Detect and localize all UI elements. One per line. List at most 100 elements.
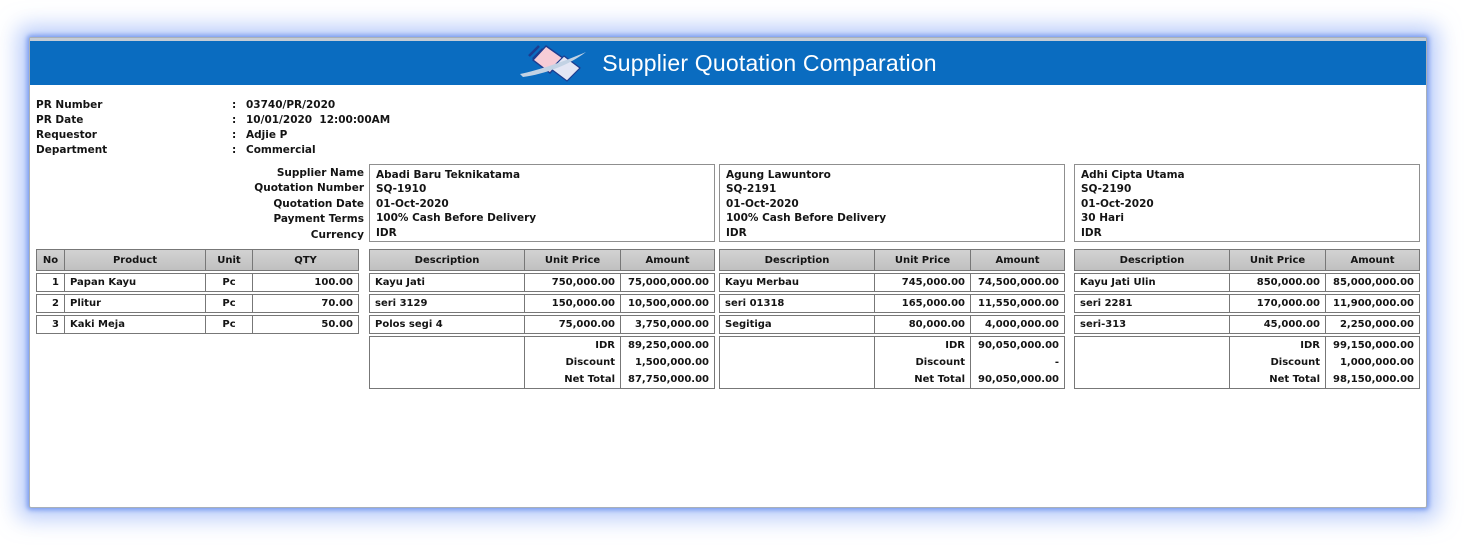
amount: 75,000,000.00: [628, 277, 709, 288]
quotation-date: 01-Oct-2020: [726, 197, 799, 210]
amount: 2,250,000.00: [1339, 319, 1414, 330]
amount: 85,000,000.00: [1333, 277, 1414, 288]
quote-row: Polos segi 4 75,000.00 3,750,000.00: [369, 315, 715, 334]
currency: IDR: [376, 226, 397, 239]
totals-values: 99,150,000.00 1,000,000.00 98,150,000.00: [1326, 337, 1419, 388]
quotation-number: SQ-1910: [376, 183, 427, 196]
amount: 3,750,000.00: [634, 319, 709, 330]
discount-value: 1,500,000.00: [634, 357, 709, 368]
separator: :: [232, 114, 237, 126]
pr-number-row: PR Number : 03740/PR/2020: [36, 98, 390, 113]
unit-price-header: Unit Price: [875, 250, 971, 270]
supplier-name: Abadi Baru Teknikatama: [376, 169, 521, 181]
product-name: Papan Kayu: [65, 274, 206, 291]
unit-price: 150,000.00: [525, 295, 621, 312]
unit-price: 750,000.00: [525, 274, 621, 291]
totals-values: 89,250,000.00 1,500,000.00 87,750,000.00: [621, 337, 714, 388]
unit-price-header: Unit Price: [1230, 250, 1326, 270]
amount: 4,000,000.00: [984, 319, 1059, 330]
payment-terms: 30 Hari: [1081, 212, 1124, 225]
description-header: Description: [1075, 250, 1230, 270]
net-total-label: Net Total: [1269, 374, 1320, 385]
description: Polos segi 4: [370, 316, 525, 333]
quote-table-1: Description Unit Price Amount Kayu Jati …: [369, 249, 715, 389]
description: seri 2281: [1075, 295, 1230, 312]
unit-price-header: Unit Price: [525, 250, 621, 270]
department-row: Department : Commercial: [36, 143, 390, 158]
quotation-number: SQ-2190: [1081, 183, 1132, 196]
description: Segitiga: [720, 316, 875, 333]
pr-number-value: 03740/PR/2020: [246, 99, 336, 111]
subtotal-value: 99,150,000.00: [1333, 340, 1414, 351]
amount: 11,900,000.00: [1333, 298, 1414, 309]
quotation-date: 01-Oct-2020: [376, 197, 449, 210]
unit-price: 745,000.00: [875, 274, 971, 291]
separator: :: [232, 144, 237, 156]
quote-row: Kayu Jati Ulin 850,000.00 85,000,000.00: [1074, 273, 1420, 292]
discount-value: -: [1054, 357, 1059, 368]
discount-value: 1,000,000.00: [1339, 357, 1414, 368]
quote-table-header-row: Description Unit Price Amount: [719, 249, 1065, 271]
unit-price: 80,000.00: [875, 316, 971, 333]
amount: 11,550,000.00: [978, 298, 1059, 309]
separator: :: [232, 129, 237, 141]
quotation-number: SQ-2191: [726, 183, 777, 196]
amount-header: Amount: [1350, 254, 1395, 266]
quote-totals-block: IDR Discount Net Total 99,150,000.00 1,0…: [1074, 336, 1420, 389]
supplier-info-panel-3: Adhi Cipta Utama SQ-2190 01-Oct-2020 30 …: [1074, 164, 1420, 242]
currency: IDR: [726, 226, 747, 239]
row-no: 2: [37, 295, 65, 312]
quote-table-2: Description Unit Price Amount Kayu Merba…: [719, 249, 1065, 389]
totals-spacer: [1075, 337, 1230, 388]
quote-table-3: Description Unit Price Amount Kayu Jati …: [1074, 249, 1420, 389]
pr-number-label: PR Number: [36, 99, 103, 111]
unit-price: 165,000.00: [875, 295, 971, 312]
description: seri-313: [1075, 316, 1230, 333]
row-no: 3: [37, 316, 65, 333]
unit-price: 75,000.00: [525, 316, 621, 333]
net-total-value: 90,050,000.00: [978, 374, 1059, 385]
payment-terms-label: Payment Terms: [273, 213, 365, 226]
unit: Pc: [206, 274, 253, 291]
totals-labels: IDR Discount Net Total: [525, 337, 621, 388]
description: Kayu Jati: [370, 274, 525, 291]
department-label: Department: [36, 144, 108, 156]
app-logo-icon: [520, 45, 587, 82]
supplier-name: Agung Lawuntoro: [726, 169, 831, 181]
net-total-label: Net Total: [564, 374, 615, 385]
quote-row: Kayu Jati 750,000.00 75,000,000.00: [369, 273, 715, 292]
quote-table-header-row: Description Unit Price Amount: [1074, 249, 1420, 271]
qty: 50.00: [321, 319, 353, 330]
pr-info-block: PR Number : 03740/PR/2020 PR Date : 10/0…: [36, 98, 390, 158]
payment-terms: 100% Cash Before Delivery: [726, 212, 887, 225]
description: Kayu Jati Ulin: [1075, 274, 1230, 291]
product-name: Plitur: [65, 295, 206, 312]
unit: Pc: [206, 295, 253, 312]
supplier-info-panel-2: Agung Lawuntoro SQ-2191 01-Oct-2020 100%…: [719, 164, 1065, 242]
no-header: No: [37, 250, 65, 270]
unit: Pc: [206, 316, 253, 333]
requestor-label: Requestor: [36, 129, 97, 141]
quote-row: seri 01318 165,000.00 11,550,000.00: [719, 294, 1065, 313]
report-title-bar: Supplier Quotation Comparation: [30, 38, 1426, 85]
product-name: Kaki Meja: [65, 316, 206, 333]
supplier-info-label-column: Supplier Name Quotation Number Quotation…: [36, 166, 364, 243]
totals-labels: IDR Discount Net Total: [1230, 337, 1326, 388]
product-row: 3 Kaki Meja Pc 50.00: [36, 315, 359, 334]
subtotal-value: 89,250,000.00: [628, 340, 709, 351]
quotation-date-label: Quotation Date: [273, 197, 364, 210]
qty: 70.00: [321, 298, 353, 309]
description: Kayu Merbau: [720, 274, 875, 291]
quote-totals-block: IDR Discount Net Total 90,050,000.00 - 9…: [719, 336, 1065, 389]
unit-price: 850,000.00: [1230, 274, 1326, 291]
description: seri 01318: [720, 295, 875, 312]
subtotal-label: IDR: [595, 340, 615, 351]
pr-date-value: 10/01/2020 12:00:00AM: [246, 114, 391, 126]
product-row: 2 Plitur Pc 70.00: [36, 294, 359, 313]
net-total-value: 87,750,000.00: [628, 374, 709, 385]
unit-price: 45,000.00: [1230, 316, 1326, 333]
currency: IDR: [1081, 226, 1102, 239]
discount-label: Discount: [565, 357, 616, 368]
quotation-date: 01-Oct-2020: [1081, 197, 1154, 210]
